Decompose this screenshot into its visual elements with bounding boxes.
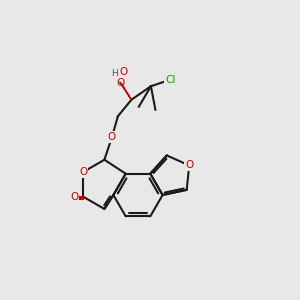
Text: O: O [117,78,125,88]
Text: H: H [112,69,118,78]
Text: O: O [79,167,87,177]
Text: O: O [108,132,116,142]
Text: Cl: Cl [165,75,176,85]
Text: O: O [185,160,194,170]
Text: O: O [119,67,128,77]
Polygon shape [120,82,131,100]
Text: O: O [70,192,78,202]
